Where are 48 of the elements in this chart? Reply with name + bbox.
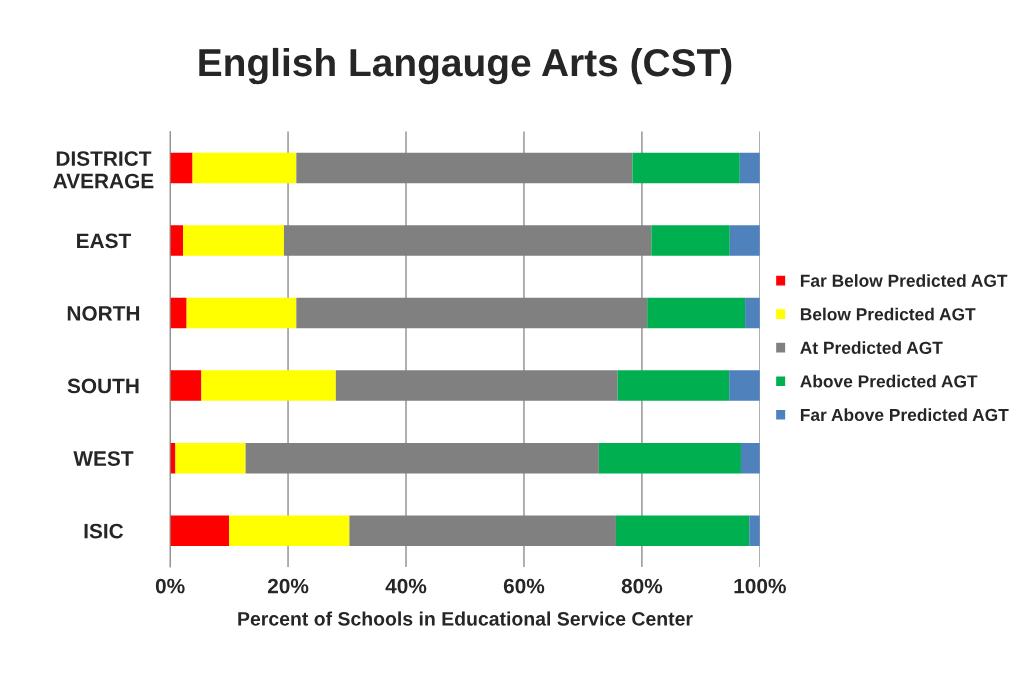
bar <box>170 152 193 184</box>
y-tick-label: DISTRICT AVERAGE <box>53 151 154 189</box>
bar <box>632 152 740 184</box>
bar <box>170 225 184 256</box>
x-tick-label: 100% <box>734 578 786 594</box>
bar <box>745 297 760 329</box>
bar <box>615 515 750 546</box>
legend-label: At Predicted AGT <box>800 341 943 354</box>
bar <box>229 515 350 546</box>
bar <box>617 370 730 401</box>
bar <box>175 442 246 474</box>
bar <box>349 515 616 546</box>
legend-label: Above Predicted AGT <box>800 374 978 388</box>
y-tick-label: WEST <box>73 451 134 466</box>
bar <box>296 297 648 329</box>
chart-title: English Langauge Arts (CST) <box>199 47 732 85</box>
bar <box>170 370 202 401</box>
bar <box>170 515 230 546</box>
bar <box>739 152 760 184</box>
bar <box>201 370 336 401</box>
x-tick-label: 40% <box>385 578 427 594</box>
legend-label: Below Predicted AGT <box>800 307 976 321</box>
bar <box>749 515 760 546</box>
bar <box>186 297 297 329</box>
bar <box>598 442 741 474</box>
bar <box>192 152 297 184</box>
bar <box>729 370 760 401</box>
legend-label: Far Below Predicted AGT <box>800 274 1008 287</box>
bar <box>296 152 633 184</box>
bar <box>170 297 187 329</box>
y-tick-label: EAST <box>77 233 132 249</box>
bar <box>740 442 760 474</box>
legend-label: Far Above Predicted AGT <box>800 408 1009 422</box>
y-tick-label: SOUTH <box>67 378 139 394</box>
bar <box>245 442 599 474</box>
x-axis-title: Percent of Schools in Educational Service Center <box>238 611 693 626</box>
bar <box>651 225 730 256</box>
bar <box>647 297 746 329</box>
bar <box>283 225 652 256</box>
x-tick-label: 0% <box>155 578 185 594</box>
bar <box>183 225 284 256</box>
x-tick-label: 60% <box>503 578 545 594</box>
y-tick-label: ISIC <box>84 523 124 539</box>
x-tick-label: 80% <box>621 578 663 594</box>
bar <box>729 225 760 256</box>
y-tick-label: NORTH <box>67 306 140 321</box>
x-tick-label: 20% <box>267 578 309 594</box>
bar <box>335 370 618 401</box>
